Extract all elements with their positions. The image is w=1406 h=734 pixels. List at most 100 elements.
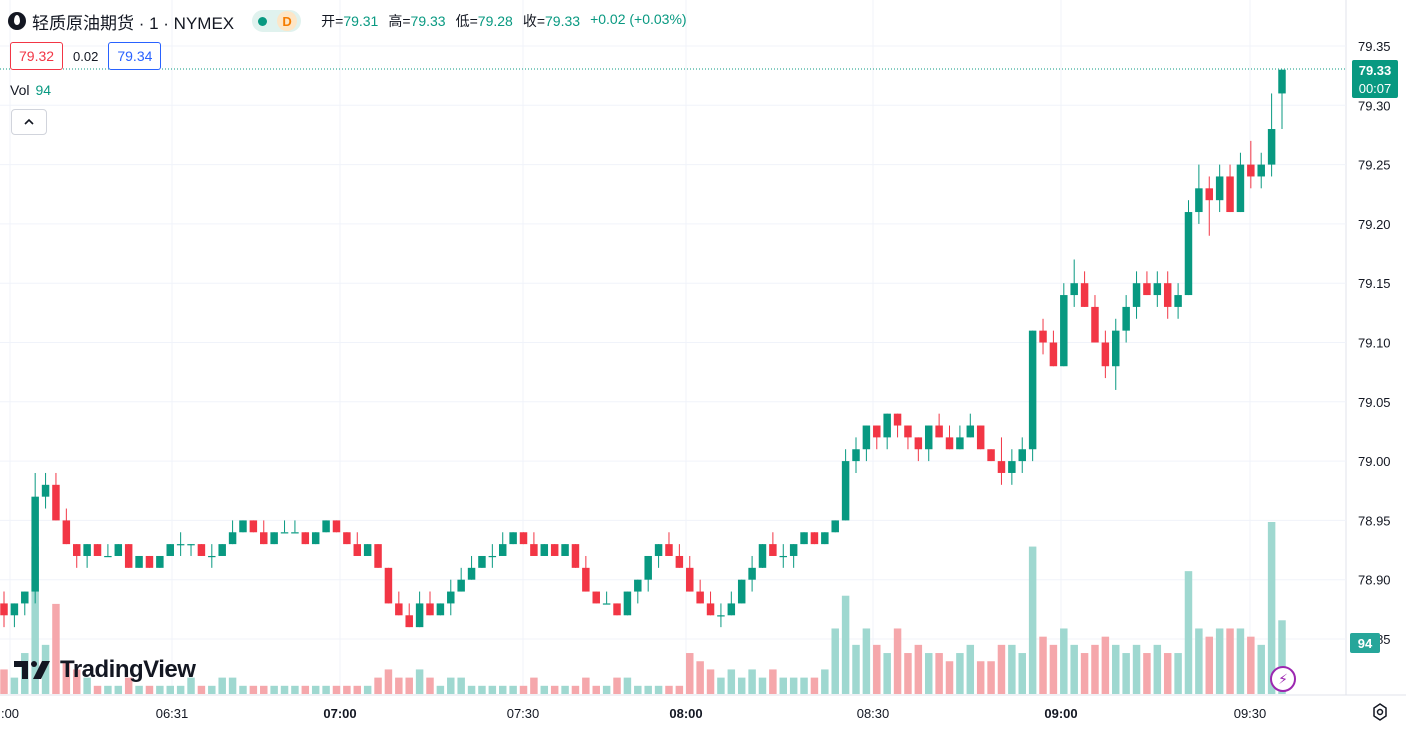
volume-bar [883, 653, 891, 694]
volume-bar [93, 685, 102, 694]
candle-body [156, 555, 164, 568]
candle-body [1143, 283, 1151, 296]
volume-bar [924, 653, 933, 694]
price-axis[interactable]: 79.35 79.30 79.25 79.20 79.15 79.10 79.05 79.00… [1358, 39, 1391, 647]
candle-body [904, 425, 912, 438]
chevron-up-icon [24, 118, 34, 125]
volume-bar [426, 677, 434, 694]
candle-body [1267, 129, 1276, 165]
y-tick-label: 79.00 [1358, 454, 1391, 469]
market-status[interactable]: D [252, 10, 302, 32]
candle-body [1070, 283, 1078, 296]
volume-bar [478, 685, 486, 694]
candle-body [779, 555, 788, 558]
volume-bar [62, 661, 71, 694]
tradingview-logo-text: TradingView [60, 656, 196, 683]
candle-body [83, 544, 91, 556]
volume-bar [166, 685, 174, 694]
candle-body [197, 544, 206, 556]
volume-bar [1101, 636, 1110, 694]
volume-bar [675, 685, 684, 694]
candlesticks [0, 69, 1286, 628]
y-tick-label: 79.25 [1358, 158, 1391, 173]
last-price-label: 79.33 00:07 [1352, 60, 1398, 98]
volume-bar [260, 685, 268, 694]
volume-bar [498, 685, 507, 694]
volume-bar [1112, 644, 1120, 694]
volume-bar [1205, 636, 1214, 694]
sell-button[interactable]: 79.32 [10, 42, 64, 70]
candle-body [498, 544, 507, 556]
candle-body [41, 484, 50, 497]
candle-body [291, 532, 299, 534]
candle-body [675, 555, 684, 568]
candle-body [976, 425, 985, 450]
candle-body [571, 544, 580, 568]
candle-body [478, 555, 486, 568]
volume-bar [654, 685, 663, 694]
candle-body [1132, 283, 1141, 307]
volume-bar [488, 685, 497, 694]
volume-bar [1236, 628, 1245, 694]
symbol-title[interactable]: 轻质原油期货 · 1 · NYMEX [32, 13, 235, 33]
volume-price-label: 94 [1350, 633, 1380, 653]
volume-bar [976, 661, 985, 694]
candle-body [582, 567, 590, 592]
lightning-icon[interactable]: ⚡ [1270, 666, 1296, 692]
collapse-legend-button[interactable] [11, 109, 47, 135]
settings-icon[interactable] [1370, 702, 1390, 722]
candle-body [218, 544, 226, 556]
volume-bar [332, 685, 341, 694]
candle-body [270, 532, 278, 545]
volume-bar [810, 677, 819, 694]
volume-bar [374, 677, 382, 694]
candle-body [457, 579, 465, 592]
buy-button[interactable]: 79.34 [108, 42, 162, 70]
volume-bar [135, 685, 143, 694]
volume-bar [384, 669, 393, 694]
volume-bar [1247, 636, 1255, 694]
volume-bar [935, 653, 943, 694]
volume-legend[interactable]: Vol 94 [10, 82, 51, 98]
volume-bar [343, 685, 351, 694]
volume-bar [72, 669, 81, 694]
tradingview-logo[interactable]: TradingView [14, 656, 196, 684]
volume-bar [187, 677, 195, 694]
volume-bar [1226, 628, 1234, 694]
volume-bar [706, 669, 715, 694]
y-tick-label: 79.15 [1358, 276, 1391, 291]
x-tick-label: 09:00 [1044, 706, 1077, 721]
y-tick-label: 79.35 [1358, 39, 1391, 54]
volume-bar [1257, 644, 1265, 694]
candle-body [384, 567, 393, 604]
volume-bar [156, 685, 164, 694]
volume-bar [779, 677, 788, 694]
x-tick-label: 09:30 [1234, 706, 1267, 721]
spread-value: 0.02 [73, 48, 99, 64]
volume-bar [322, 685, 330, 694]
candle-body [114, 544, 123, 556]
volume-bar [623, 677, 632, 694]
candle-body [519, 532, 528, 545]
volume-bar [748, 669, 756, 694]
y-tick-label: 78.90 [1358, 573, 1391, 588]
volume-bar [239, 685, 247, 694]
volume-bar [197, 685, 206, 694]
time-axis[interactable]: :00 06:31 07:00 07:30 08:00 08:30 09:00 09:30 [1, 706, 1266, 721]
x-tick-label: 08:30 [857, 706, 890, 721]
bar-countdown: 00:07 [1359, 81, 1392, 96]
x-tick-label: 07:30 [507, 706, 540, 721]
volume-bar [582, 677, 590, 694]
volume-bar [301, 685, 310, 694]
candle-body [789, 544, 798, 556]
candle-body [374, 544, 382, 568]
candle-body [353, 544, 362, 556]
candle-body [935, 425, 943, 438]
candle-body [914, 437, 923, 450]
candle-body [62, 520, 71, 545]
volume-bar [1070, 644, 1078, 694]
candle-body [893, 413, 902, 426]
candle-body [1205, 188, 1214, 201]
ohlc-open: 开=79.31 [321, 13, 379, 29]
